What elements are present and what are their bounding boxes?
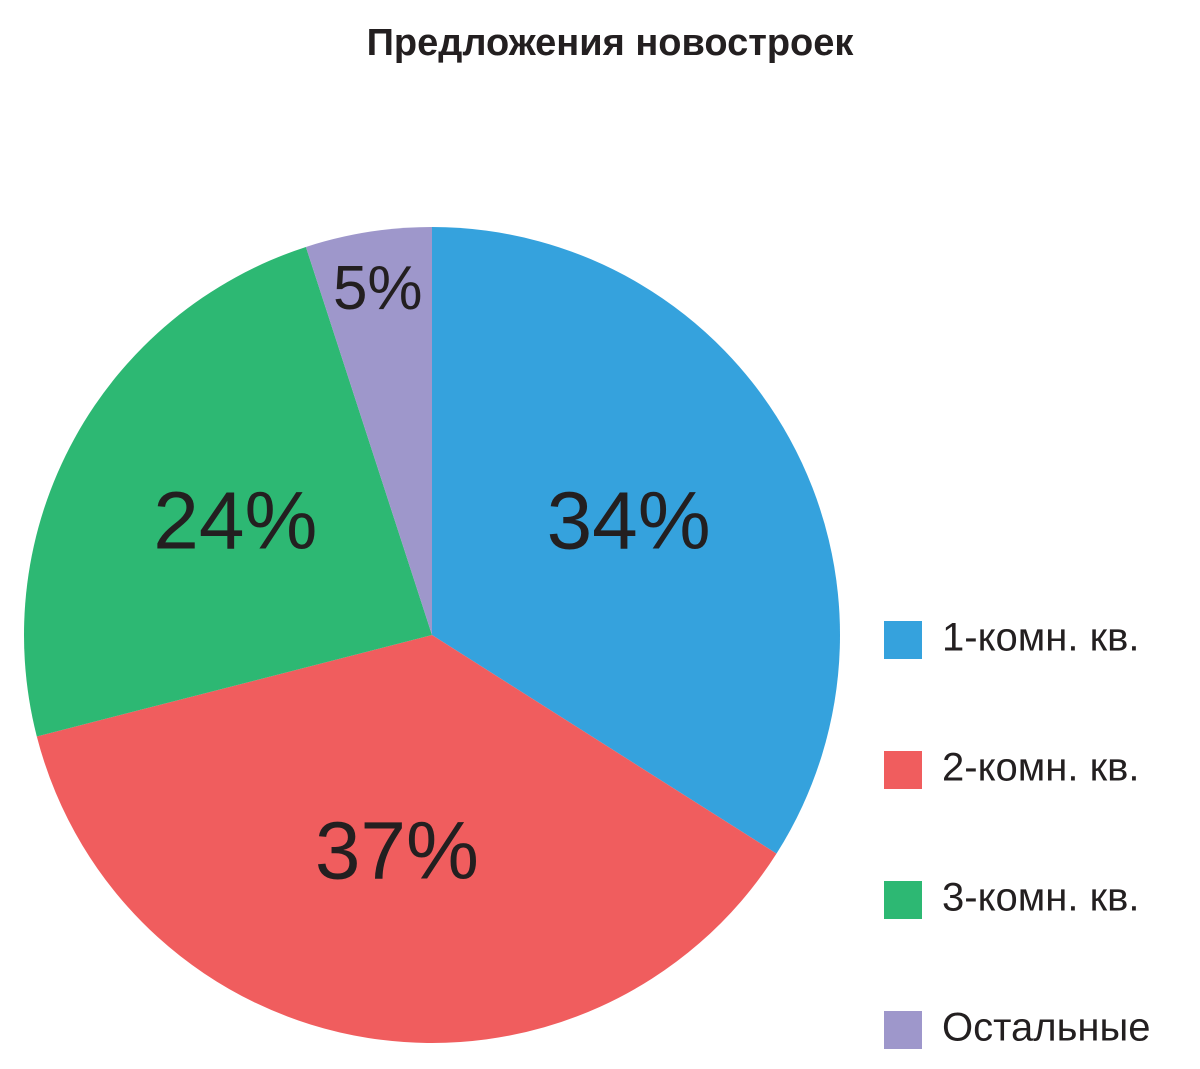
chart-title: Предложения новостроек bbox=[367, 22, 855, 64]
legend-label: 3-комн. кв. bbox=[942, 876, 1139, 920]
data-label: 5% bbox=[333, 254, 423, 323]
legend-label: 2-комн. кв. bbox=[942, 746, 1139, 790]
legend-swatch bbox=[884, 1011, 922, 1049]
data-label: 34% bbox=[547, 476, 711, 567]
legend-label: 1-комн. кв. bbox=[942, 616, 1139, 660]
pie-slice bbox=[36, 635, 777, 1043]
data-label: 37% bbox=[315, 805, 479, 896]
legend-swatch bbox=[884, 881, 922, 919]
data-label: 24% bbox=[153, 476, 317, 567]
legend-swatch bbox=[884, 621, 922, 659]
legend-swatch bbox=[884, 751, 922, 789]
pie-slice bbox=[432, 227, 840, 854]
pie-slice bbox=[23, 246, 433, 737]
pie-slice bbox=[305, 227, 432, 635]
legend-label: Остальные bbox=[942, 1006, 1151, 1050]
